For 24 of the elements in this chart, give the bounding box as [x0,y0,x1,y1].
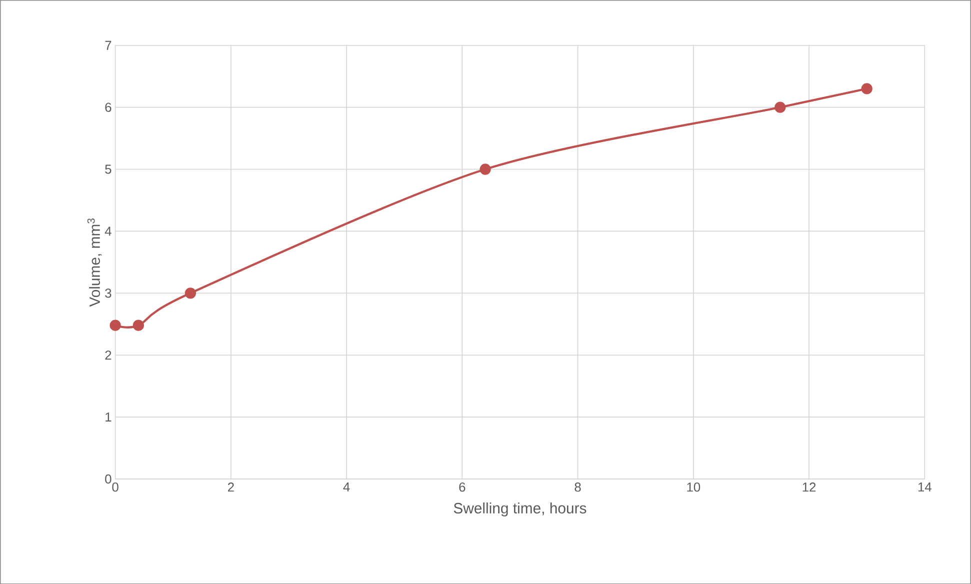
y-tick-label: 3 [105,288,112,298]
point [132,320,144,331]
y-tick-label: 5 [105,164,112,174]
y-axis-title: Volume, mm$^{3}$ [87,218,102,307]
x-tick-label: 8 [574,482,581,492]
point [110,320,121,331]
x-tick-label: 10 [687,482,700,492]
y-tick-label: 1 [106,412,112,422]
x-tick-label: 14 [918,482,932,492]
x-axis-title: Swelling time, hours [454,502,586,516]
x-tick-label: 6 [459,482,466,492]
point [774,102,786,113]
point [184,287,196,299]
x-tick-label: 2 [228,482,234,492]
x-tick-label: 0 [112,482,118,492]
y-tick-label: 7 [105,40,112,50]
x-tick-label: 12 [802,482,816,492]
y-tick-label: 6 [105,102,112,112]
point [480,164,491,175]
y-tick-label: 4 [104,226,112,236]
y-tick-label: 2 [105,350,112,360]
x-tick-label: 4 [343,482,350,492]
y-tick-label: 0 [105,474,112,484]
point [861,82,872,94]
